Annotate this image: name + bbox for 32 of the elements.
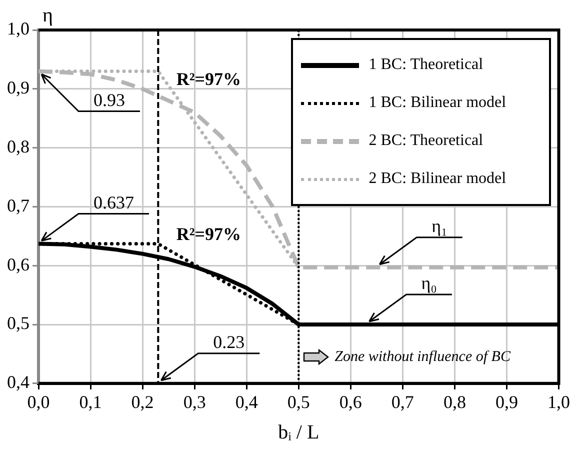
annotation: R²=97%: [176, 68, 242, 90]
annotation: η₀: [421, 273, 437, 294]
x-axis-title: bᵢ / L: [278, 421, 320, 444]
y-tick-label: 0,7: [7, 195, 30, 216]
x-tick-label: 0,5: [287, 392, 310, 412]
x-tick-label: 0,8: [443, 392, 466, 412]
y-tick-label: 0,9: [7, 78, 30, 98]
x-tick-label: 0,0: [27, 392, 50, 412]
y-tick-label: 1,0: [7, 18, 30, 39]
x-tick-label: 0,2: [131, 392, 154, 412]
y-tick-label: 0,4: [7, 372, 30, 392]
annotation: 0.93: [94, 90, 125, 110]
x-tick-label: 0,3: [183, 392, 206, 412]
x-tick-label: 0,4: [235, 392, 258, 412]
x-tick-label: 0,7: [391, 392, 414, 412]
annotation: R²=97%: [176, 224, 242, 246]
annotation: Zone without influence of BC: [334, 348, 510, 366]
legend-label: 2 BC: Theoretical: [368, 132, 484, 150]
y-tick-label: 0,6: [7, 254, 30, 274]
annotation: η₁: [432, 216, 448, 236]
legend-label: 1 BC: Bilinear model: [368, 94, 506, 112]
y-axis-title: η: [42, 4, 53, 26]
y-tick-label: 0,8: [7, 136, 30, 157]
annotation: 0.637: [94, 192, 134, 213]
y-tick-label: 0,5: [7, 313, 30, 334]
legend-label: 2 BC: Bilinear model: [368, 170, 506, 188]
x-tick-label: 0,9: [495, 392, 518, 412]
x-tick-label: 0,1: [79, 392, 102, 412]
x-tick-label: 0,6: [339, 392, 362, 412]
annotation: 0.23: [213, 332, 245, 352]
x-tick-label: 1,0: [548, 392, 570, 412]
legend-label: 1 BC: Theoretical: [368, 56, 484, 74]
